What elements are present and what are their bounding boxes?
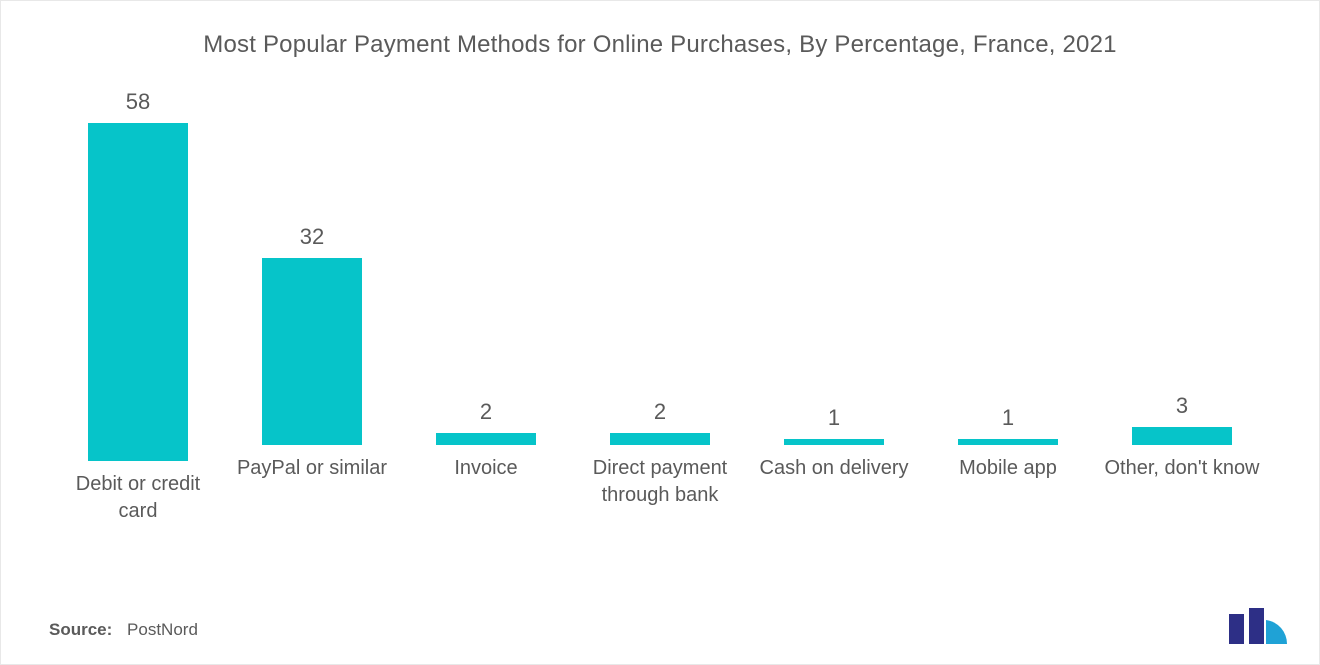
bar-category-label: Cash on delivery <box>760 455 909 539</box>
bar-category-label: Mobile app <box>959 455 1057 539</box>
bar-wrap: 1 <box>753 89 915 445</box>
bar <box>958 439 1058 445</box>
bar <box>784 439 884 445</box>
chart-container: Most Popular Payment Methods for Online … <box>0 0 1320 665</box>
bar-category-label: Invoice <box>454 455 517 539</box>
bar-category-label: Direct payment through bank <box>580 455 740 539</box>
bar <box>88 123 188 461</box>
bar-group: 3 Other, don't know <box>1101 89 1263 539</box>
bar-value-label: 32 <box>300 224 324 250</box>
logo-bar-2 <box>1249 608 1264 644</box>
bar <box>436 433 536 445</box>
bar-group: 1 Cash on delivery <box>753 89 915 539</box>
source-citation: Source: PostNord <box>49 620 198 640</box>
bar-wrap: 32 <box>231 89 393 445</box>
brand-logo <box>1227 608 1287 644</box>
source-value: PostNord <box>127 620 198 639</box>
bar-wrap: 58 <box>57 89 219 461</box>
bar-category-label: PayPal or similar <box>237 455 387 539</box>
bar-value-label: 3 <box>1176 393 1188 419</box>
bar-value-label: 58 <box>126 89 150 115</box>
bar-value-label: 1 <box>1002 405 1014 431</box>
chart-title: Most Popular Payment Methods for Online … <box>41 31 1279 59</box>
bar-wrap: 2 <box>405 89 567 445</box>
chart-plot-area: 58Debit or credit card32PayPal or simila… <box>41 89 1279 539</box>
logo-accent <box>1266 620 1287 644</box>
bar-value-label: 2 <box>480 399 492 425</box>
bar <box>610 433 710 445</box>
source-label: Source: <box>49 620 112 639</box>
bar-wrap: 3 <box>1101 89 1263 445</box>
bar-category-label: Other, don't know <box>1104 455 1259 539</box>
bar-group: 1 Mobile app <box>927 89 1089 539</box>
bar-value-label: 2 <box>654 399 666 425</box>
bar-group: 58Debit or credit card <box>57 89 219 539</box>
bar-wrap: 1 <box>927 89 1089 445</box>
bar <box>262 258 362 445</box>
bar-category-label: Debit or credit card <box>58 471 218 555</box>
bar-group: 2 Invoice <box>405 89 567 539</box>
bar-wrap: 2 <box>579 89 741 445</box>
logo-bar-1 <box>1229 614 1244 644</box>
bar-group: 32 PayPal or similar <box>231 89 393 539</box>
bar-group: 2 Direct payment through bank <box>579 89 741 539</box>
bar <box>1132 427 1232 445</box>
bar-value-label: 1 <box>828 405 840 431</box>
